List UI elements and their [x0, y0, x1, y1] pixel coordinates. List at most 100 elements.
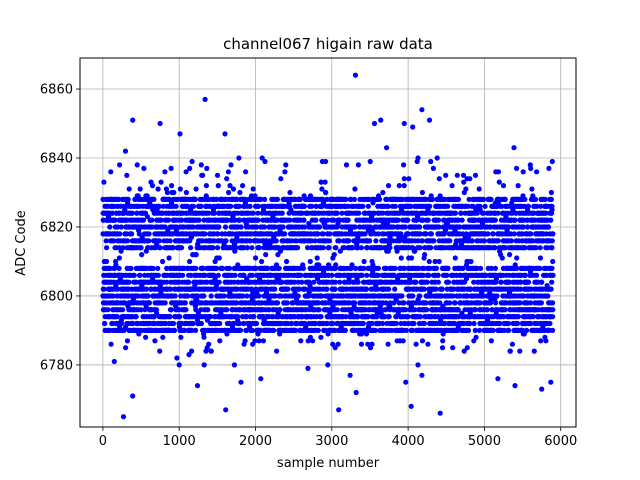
data-point	[313, 217, 319, 223]
data-point	[193, 265, 199, 271]
data-point	[114, 314, 120, 320]
data-point	[392, 286, 398, 292]
data-point	[314, 255, 320, 261]
data-point	[235, 314, 241, 320]
data-point	[256, 245, 263, 251]
data-point	[124, 238, 131, 244]
data-point	[284, 300, 290, 306]
data-point	[367, 238, 373, 244]
data-point	[282, 231, 288, 237]
data-point	[331, 252, 337, 258]
data-point	[120, 245, 126, 251]
data-point	[108, 341, 114, 347]
data-point	[152, 338, 158, 344]
data-point	[361, 258, 367, 265]
data-point	[124, 172, 130, 178]
data-point	[261, 224, 268, 230]
data-point	[419, 189, 425, 196]
data-point	[410, 293, 416, 299]
data-point	[284, 258, 290, 265]
data-point	[380, 189, 386, 196]
data-point	[173, 203, 179, 209]
data-point	[334, 307, 340, 313]
data-point	[215, 245, 221, 251]
data-point	[400, 338, 406, 344]
data-point	[436, 258, 442, 265]
data-point	[215, 183, 221, 189]
data-point	[285, 286, 291, 292]
data-point	[471, 320, 477, 327]
data-point	[452, 300, 458, 306]
data-point	[334, 210, 340, 216]
data-point	[141, 165, 147, 171]
data-point	[445, 279, 452, 285]
data-point	[387, 245, 393, 251]
data-point	[103, 238, 109, 244]
data-point	[422, 252, 428, 258]
data-point	[165, 217, 171, 223]
data-point	[158, 217, 164, 223]
data-point	[473, 334, 479, 340]
data-point	[190, 320, 196, 327]
data-point	[408, 255, 415, 261]
data-point	[439, 345, 446, 351]
data-point	[223, 238, 229, 244]
data-point	[146, 231, 152, 237]
data-point	[137, 186, 143, 192]
data-point	[107, 224, 113, 230]
data-point	[179, 245, 185, 251]
data-point	[217, 338, 223, 344]
data-point	[273, 238, 279, 244]
data-point	[401, 300, 407, 306]
data-point	[222, 224, 229, 230]
data-point	[405, 217, 411, 223]
data-point	[469, 238, 475, 244]
data-point	[298, 338, 304, 344]
data-point	[476, 186, 482, 192]
data-point	[109, 210, 116, 216]
data-point	[278, 176, 284, 182]
data-point	[157, 245, 163, 251]
data-point	[253, 255, 259, 261]
data-point	[392, 203, 398, 209]
data-point	[425, 217, 431, 223]
data-point	[186, 279, 192, 285]
data-point	[417, 314, 423, 320]
data-point	[126, 279, 132, 285]
data-point	[101, 179, 107, 185]
data-point	[301, 217, 307, 223]
data-point	[247, 203, 253, 209]
data-point	[255, 217, 261, 223]
data-point	[238, 224, 244, 230]
data-point	[435, 279, 441, 285]
data-point	[276, 265, 282, 271]
data-point	[139, 252, 145, 258]
data-point	[116, 255, 122, 261]
data-point	[187, 165, 193, 171]
data-point	[228, 162, 234, 168]
data-point	[193, 252, 199, 258]
data-point	[138, 245, 144, 251]
data-point	[295, 293, 301, 299]
data-point	[120, 307, 126, 313]
data-point	[435, 272, 441, 278]
data-point	[468, 258, 474, 265]
data-point	[413, 341, 419, 347]
data-point	[445, 203, 451, 209]
data-point	[180, 272, 186, 278]
data-point	[198, 320, 204, 327]
data-point	[447, 300, 453, 306]
data-point	[216, 224, 222, 230]
data-point	[155, 186, 161, 192]
data-points	[100, 72, 556, 420]
data-point	[111, 238, 117, 244]
data-point	[428, 245, 434, 251]
data-point	[216, 255, 222, 261]
data-point	[315, 327, 321, 333]
data-point	[301, 203, 308, 209]
data-point	[104, 245, 110, 251]
data-point	[185, 293, 191, 299]
data-point	[117, 162, 123, 168]
data-point	[358, 245, 364, 251]
